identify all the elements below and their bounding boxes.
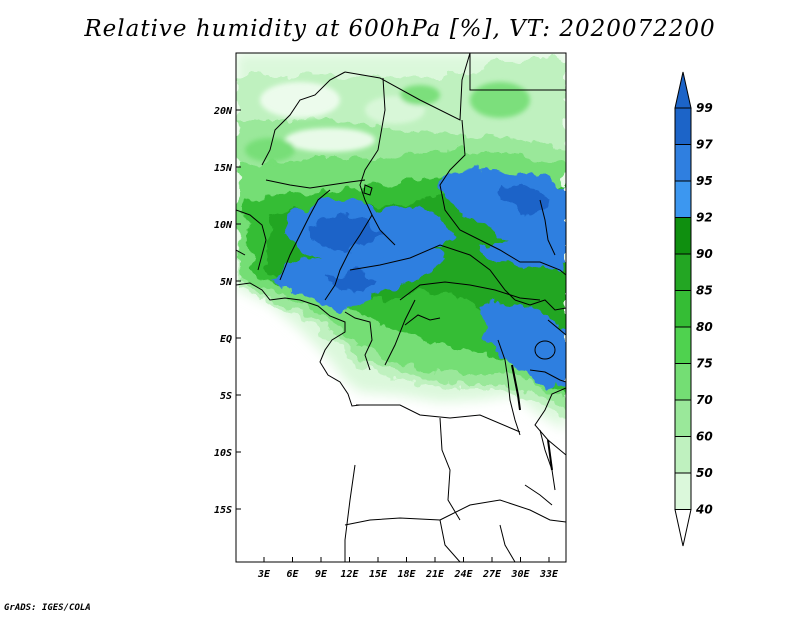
border-car (349, 244, 516, 301)
lon-tick-label: 12E (340, 569, 359, 580)
lat-tick-label: 5N (220, 277, 233, 288)
border-sahel-1 (261, 71, 346, 166)
border-libya-egypt (469, 53, 566, 91)
border-drc-west (384, 299, 416, 366)
colorbar-label: 80 (696, 320, 713, 334)
lon-tick-label: 30E (510, 569, 530, 580)
colorbar-segment (674, 399, 692, 437)
border-sudan-east (539, 199, 556, 256)
rh-95-core-rift (480, 300, 566, 390)
rh-95-core-line (480, 240, 566, 270)
colorbar-label: 70 (696, 393, 713, 407)
lon-tick-label: 6E (286, 569, 299, 580)
colorbar-segment (674, 253, 692, 291)
lon-tick-label: 3E (257, 569, 271, 580)
colorbar-segment (674, 217, 692, 255)
colorbar-label: 95 (696, 174, 713, 188)
border-sahel-3 (359, 77, 386, 216)
border-west-africa-1 (236, 209, 267, 271)
border-congo-gabon (344, 311, 373, 371)
lat-tick-label: EQ (220, 334, 232, 345)
colorbar-segment (674, 290, 692, 328)
border-nigeria-south (279, 189, 331, 281)
latitude-axis: 20N 15N 10N 5N EQ 5S 10S 15S (213, 106, 241, 516)
lon-tick-label: 24E (453, 569, 473, 580)
lon-tick-label: 9E (315, 569, 328, 580)
longitude-axis: 3E 6E 9E 12E 15E 18E 21E 24E 27E 30E 33E (257, 557, 559, 580)
colorbar-label: 60 (696, 430, 713, 444)
border-drc-north (399, 281, 541, 301)
colorbar-label: 40 (695, 503, 713, 517)
colorbar-segment (674, 472, 692, 510)
border-tanzania (529, 369, 566, 383)
lat-tick-label: 15S (214, 505, 232, 516)
colorbar-segment (674, 326, 692, 364)
border-drc-east (497, 339, 521, 436)
colorbar-segment (674, 436, 692, 474)
border-namibia (344, 464, 356, 562)
border-malawi (539, 429, 556, 491)
colorbar-segment (674, 180, 692, 218)
border-angola-north (356, 404, 521, 433)
lat-tick-label: 20N (213, 106, 233, 117)
rh-97-core-2 (500, 185, 550, 215)
border-south-1 (499, 524, 516, 562)
border-angola-south (344, 517, 441, 526)
lat-tick-label: 10S (214, 448, 232, 459)
lake-victoria (534, 340, 556, 360)
border-angola-east (439, 417, 461, 521)
rh-97-core-3 (330, 270, 380, 295)
border-sahel-4 (439, 119, 481, 241)
map-frame (235, 52, 567, 563)
colorbar-segment (674, 363, 692, 401)
border-kenya (547, 319, 566, 336)
border-uganda (514, 299, 566, 311)
colorbar-label: 92 (696, 211, 713, 225)
colorbar-top-arrow (674, 71, 692, 109)
rh-moist-patch-1 (400, 85, 440, 105)
coastline-east (534, 387, 566, 456)
lon-tick-label: 21E (425, 569, 445, 580)
lon-tick-label: 18E (397, 569, 416, 580)
colorbar-segment (674, 107, 692, 145)
lat-tick-label: 10N (214, 220, 233, 231)
congo-river (404, 314, 441, 326)
rh-dry-patch-3 (285, 128, 375, 152)
border-sudan-south (479, 239, 566, 276)
lake-chad (363, 184, 373, 196)
border-west-africa-2 (236, 249, 246, 256)
lake-tanganyika (511, 364, 521, 411)
country-borders (236, 53, 566, 562)
colorbar: 99 97 95 92 90 85 80 75 70 60 50 40 (674, 71, 713, 547)
colorbar-label: 85 (696, 284, 713, 298)
colorbar-label: 75 (696, 357, 713, 371)
border-cameroon (324, 213, 396, 301)
rh-moist-patch-2 (470, 82, 530, 118)
lon-tick-label: 15E (369, 569, 388, 580)
credit-text: GrADS: IGES/COLA (4, 603, 91, 613)
colorbar-label: 50 (696, 466, 713, 480)
colorbar-label: 99 (696, 101, 713, 115)
lat-tick-label: 5S (220, 391, 232, 402)
coastline-west (236, 282, 361, 407)
lon-tick-label: 27E (482, 569, 502, 580)
colorbar-segment (674, 144, 692, 182)
border-sahel-2 (344, 53, 471, 121)
lon-tick-label: 33E (539, 569, 559, 580)
map-title: Relative humidity at 600hPa [%], VT: 202… (84, 16, 716, 42)
border-zambia (439, 499, 566, 523)
humidity-field (236, 53, 566, 430)
colorbar-label: 97 (696, 138, 713, 152)
border-botswana (439, 519, 461, 562)
border-chad-nigeria (265, 179, 366, 189)
lake-malawi (547, 439, 553, 471)
colorbar-bottom-arrow (674, 509, 692, 547)
colorbar-label: 90 (696, 247, 713, 261)
lat-tick-label: 15N (214, 163, 233, 174)
border-mozambique (524, 484, 553, 506)
